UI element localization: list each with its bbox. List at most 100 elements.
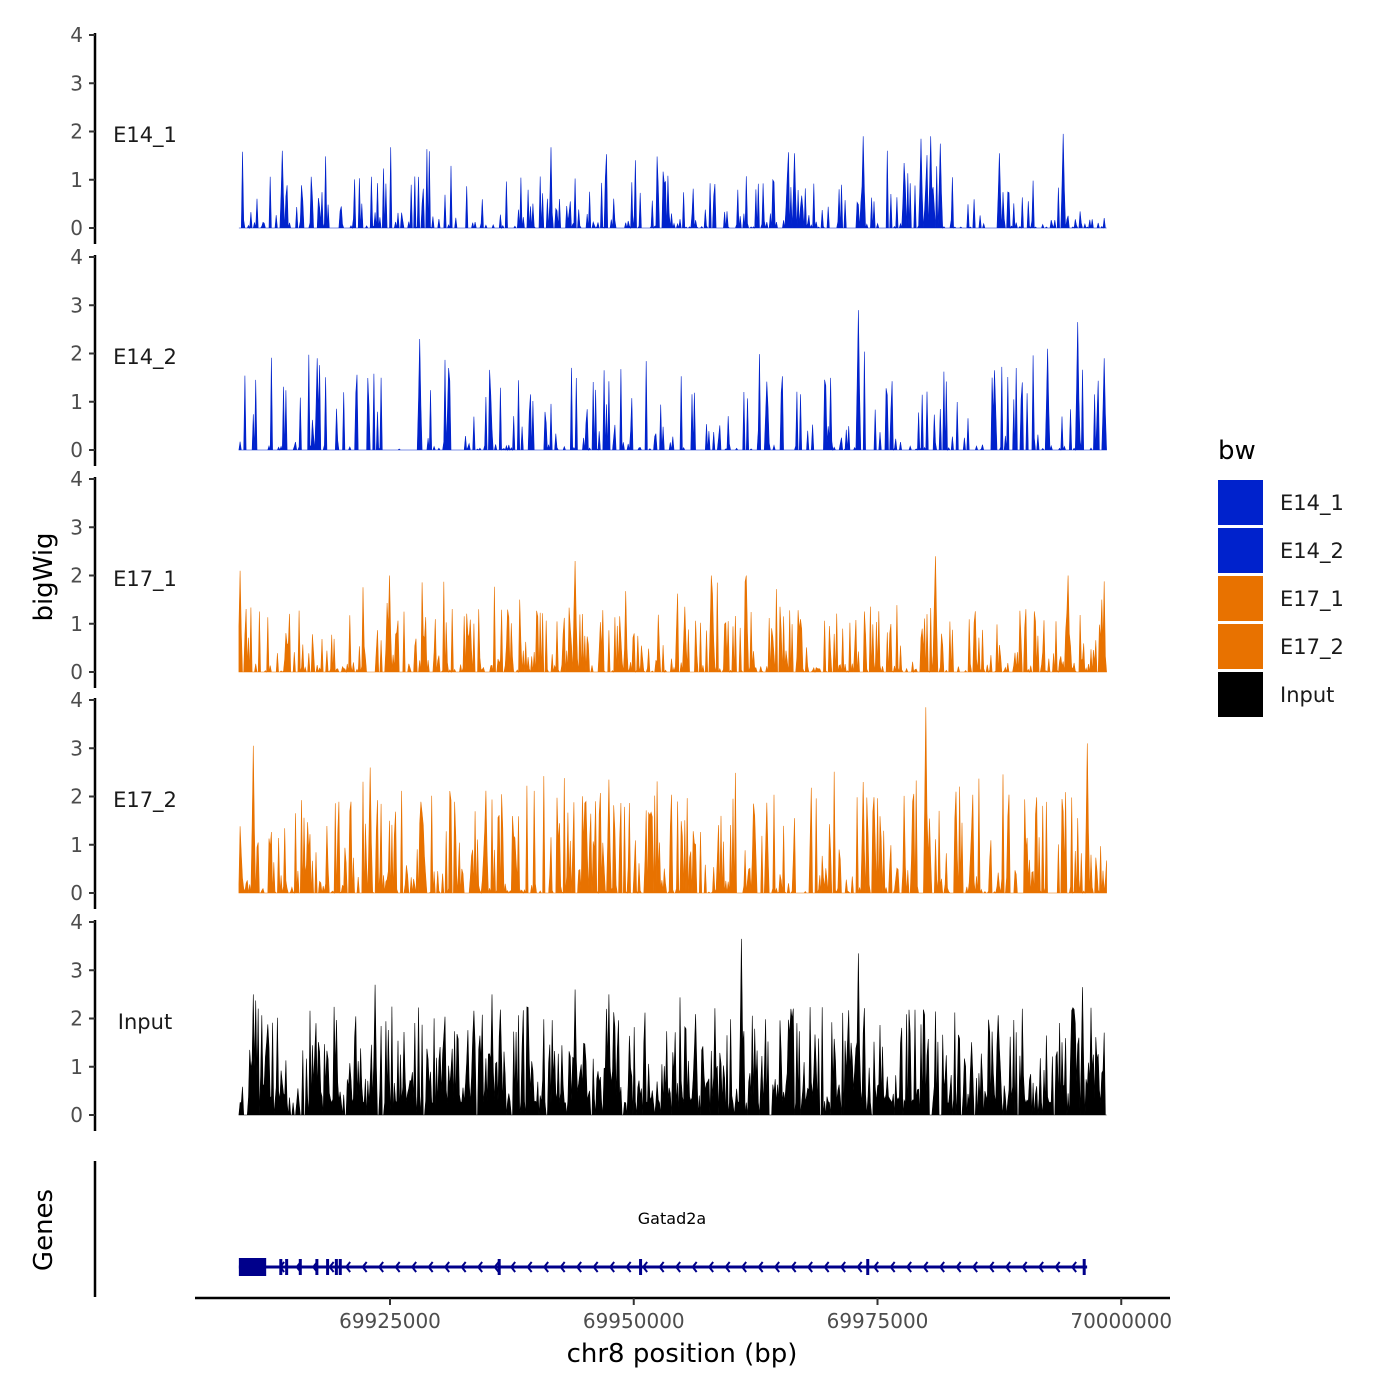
gene-exon xyxy=(1082,1259,1086,1275)
strand-arrow xyxy=(1021,1261,1028,1273)
y-tick-label: 3 xyxy=(70,71,83,95)
strand-arrow xyxy=(955,1261,962,1273)
strand-arrow xyxy=(889,1261,896,1273)
legend-swatch-input xyxy=(1218,672,1263,717)
track-label: E14_2 xyxy=(113,345,177,370)
y-tick-label: 0 xyxy=(70,216,83,240)
gene-exon xyxy=(639,1259,643,1275)
strand-arrow xyxy=(724,1261,731,1273)
y-tick-label: 4 xyxy=(70,467,83,491)
strand-arrow xyxy=(905,1261,912,1273)
legend-label-e17_1: E17_1 xyxy=(1280,587,1344,612)
strand-arrow xyxy=(592,1261,599,1273)
strand-arrow xyxy=(938,1261,945,1273)
track-label: E17_2 xyxy=(113,788,177,813)
x-tick-label: 69975000 xyxy=(827,1309,929,1333)
strand-arrow xyxy=(674,1261,681,1273)
strand-arrow xyxy=(493,1261,500,1273)
strand-arrow xyxy=(443,1261,450,1273)
gene-name-label: Gatad2a xyxy=(638,1209,706,1228)
y-tick-label: 1 xyxy=(70,168,83,192)
gene-exon xyxy=(279,1259,283,1275)
y-tick-label: 1 xyxy=(70,390,83,414)
gene-exon xyxy=(497,1259,501,1275)
signal-area-e14_2 xyxy=(238,310,1107,452)
strand-arrow xyxy=(773,1261,780,1273)
legend-label-e14_1: E14_1 xyxy=(1280,491,1344,516)
strand-arrow xyxy=(757,1261,764,1273)
strand-arrow xyxy=(988,1261,995,1273)
gene-exon xyxy=(285,1259,289,1275)
x-tick-label: 69950000 xyxy=(583,1309,685,1333)
legend-label-e14_2: E14_2 xyxy=(1280,539,1344,564)
strand-arrow xyxy=(641,1261,648,1273)
gene-exon xyxy=(334,1259,338,1275)
track-e17_2: 0 1 2 3 4 E17_2 xyxy=(70,688,1107,909)
gene-gatad2a: Gatad2a xyxy=(238,1209,1088,1276)
bigwig-tracks: 0 1 2 3 4 E14_1 0 1 2 3 4 E14_2 0 1 2 3 4 E17_1 0 1 2 3 4 E17_2… xyxy=(70,23,1107,1131)
y-tick-label: 2 xyxy=(70,342,83,366)
track-input: 0 1 2 3 4 Input xyxy=(70,910,1107,1131)
strand-arrow xyxy=(658,1261,665,1273)
strand-arrow xyxy=(377,1261,384,1273)
y-tick-label: 3 xyxy=(70,515,83,539)
strand-arrow xyxy=(526,1261,533,1273)
genes-track-title: Genes xyxy=(29,1189,59,1271)
strand-arrow xyxy=(707,1261,714,1273)
strand-arrow xyxy=(625,1261,632,1273)
strand-arrow xyxy=(856,1261,863,1273)
strand-arrow xyxy=(922,1261,929,1273)
strand-arrow xyxy=(344,1261,351,1273)
track-label: E17_1 xyxy=(113,567,177,592)
track-e14_1: 0 1 2 3 4 E14_1 xyxy=(70,23,1107,244)
y-tick-label: 0 xyxy=(70,881,83,905)
strand-arrow xyxy=(839,1261,846,1273)
strand-arrow xyxy=(1070,1261,1077,1273)
signal-area-e14_1 xyxy=(238,133,1107,230)
y-tick-label: 3 xyxy=(70,293,83,317)
strand-arrow xyxy=(790,1261,797,1273)
gene-exon xyxy=(338,1259,342,1275)
legend-swatch-e14_1 xyxy=(1218,480,1263,525)
signal-area-e17_1 xyxy=(238,556,1107,674)
strand-arrow xyxy=(608,1261,615,1273)
signal-area-e17_2 xyxy=(238,707,1107,895)
y-tick-label: 3 xyxy=(70,958,83,982)
y-tick-label: 2 xyxy=(70,120,83,144)
strand-arrow xyxy=(361,1261,368,1273)
strand-arrow xyxy=(542,1261,549,1273)
strand-arrow xyxy=(1054,1261,1061,1273)
strand-arrow xyxy=(971,1261,978,1273)
y-tick-label: 0 xyxy=(70,660,83,684)
strand-arrow xyxy=(509,1261,516,1273)
track-label: E14_1 xyxy=(113,123,177,148)
y-tick-label: 4 xyxy=(70,688,83,712)
x-tick-label: 70000000 xyxy=(1070,1309,1172,1333)
strand-arrow xyxy=(559,1261,566,1273)
gene-exon xyxy=(298,1259,302,1275)
strand-arrow xyxy=(410,1261,417,1273)
y-tick-label: 4 xyxy=(70,23,83,47)
track-e14_2: 0 1 2 3 4 E14_2 xyxy=(70,245,1107,466)
strand-arrow xyxy=(872,1261,879,1273)
strand-arrow xyxy=(806,1261,813,1273)
track-e17_1: 0 1 2 3 4 E17_1 xyxy=(70,467,1107,688)
strand-arrow xyxy=(1004,1261,1011,1273)
strand-arrow xyxy=(740,1261,747,1273)
legend: bw E14_1 E14_2 E17_1 E17_2 Input xyxy=(1218,436,1344,717)
legend-label-input: Input xyxy=(1280,683,1334,707)
strand-arrow xyxy=(823,1261,830,1273)
x-tick-label: 69925000 xyxy=(339,1309,441,1333)
strand-arrow xyxy=(394,1261,401,1273)
strand-arrow xyxy=(575,1261,582,1273)
strand-arrow xyxy=(328,1261,335,1273)
legend-label-e17_2: E17_2 xyxy=(1280,635,1344,660)
y-tick-label: 1 xyxy=(70,612,83,636)
legend-title: bw xyxy=(1218,436,1256,466)
track-label: Input xyxy=(118,1010,172,1034)
y-tick-label: 2 xyxy=(70,1007,83,1031)
y-tick-label: 4 xyxy=(70,910,83,934)
strand-arrow xyxy=(476,1261,483,1273)
legend-swatch-e17_1 xyxy=(1218,576,1263,621)
gene-exon xyxy=(866,1259,870,1275)
